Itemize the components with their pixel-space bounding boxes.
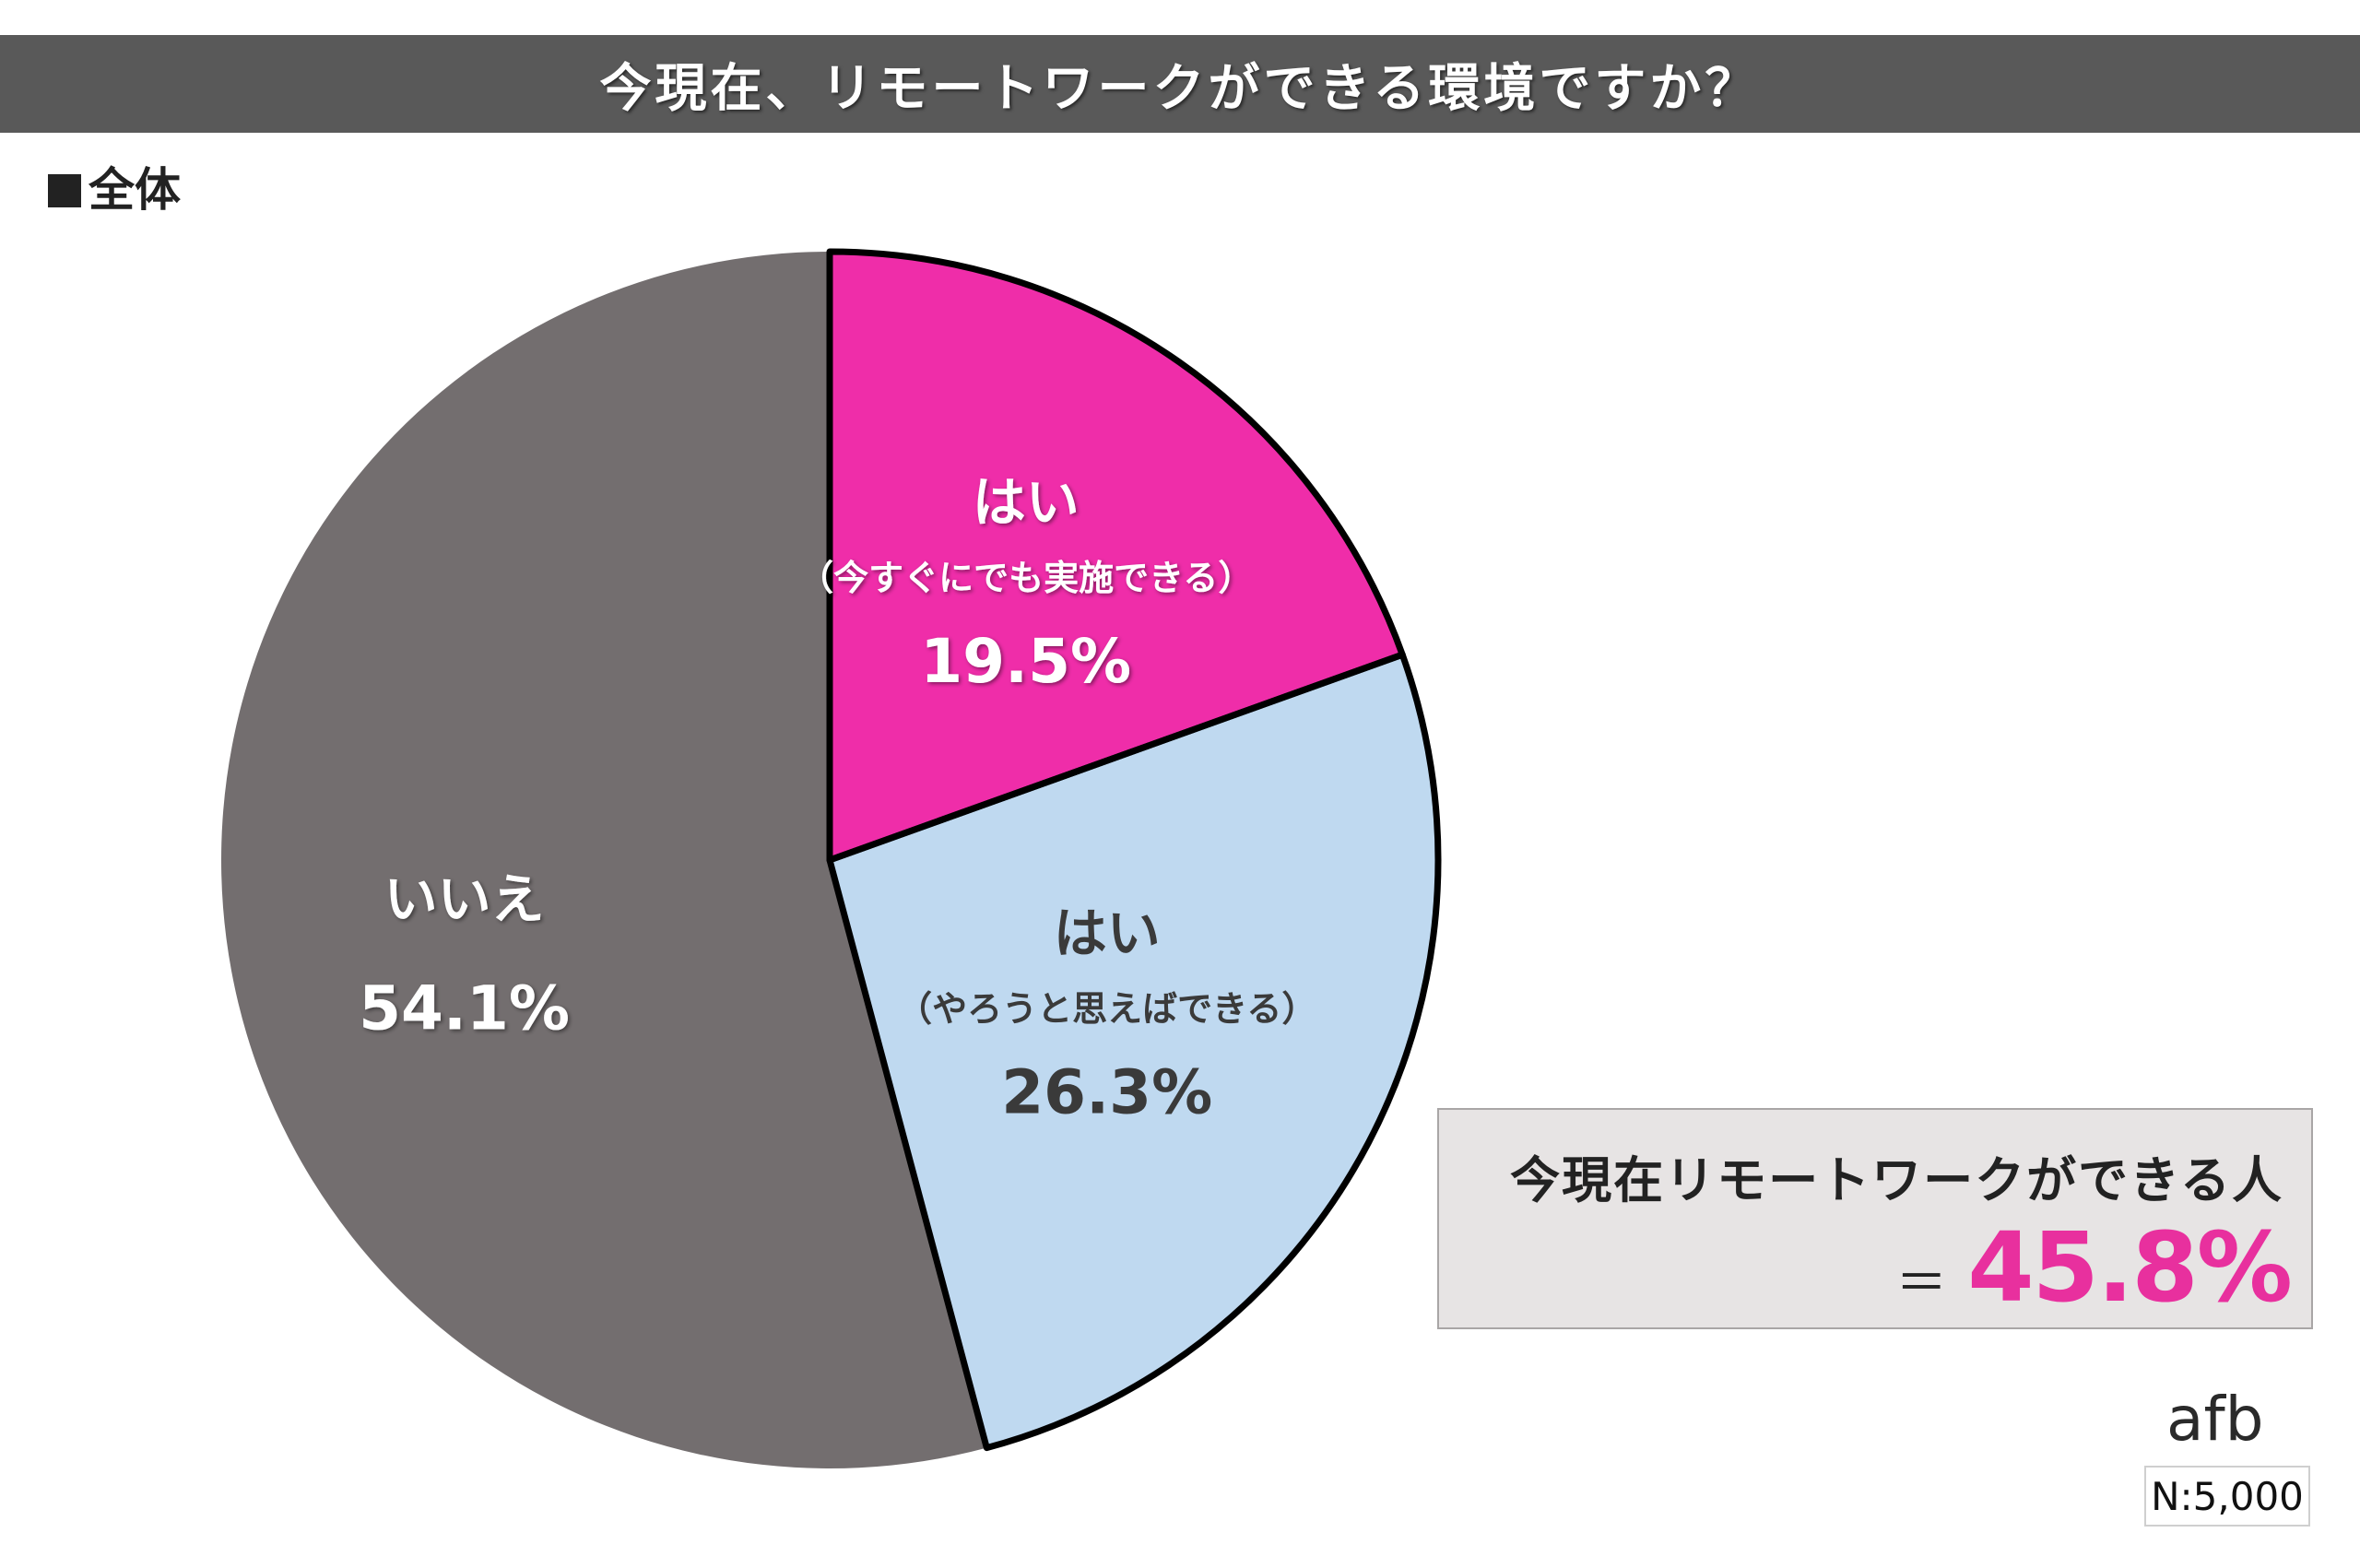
group-label-text: 全体 [88,163,181,217]
sample-size: N:5,000 [2144,1466,2310,1527]
slice-label-3: いいえ [384,868,545,931]
pie-slice-outline-2 [826,651,1442,1452]
slice-value-3: 54.1% [359,973,570,1044]
pie-slice-1 [830,252,1403,860]
square-bullet-icon [48,174,81,207]
summary-value-row: ＝ 45.8% [1895,1211,2293,1324]
slice-sublabel-2: （やろうと思えばできる） [897,989,1316,1030]
summary-box: 今現在リモートワークができる人 ＝ 45.8% [1437,1108,2313,1329]
slice-label-2: はい [1054,902,1161,965]
pie-slice-2 [830,654,1438,1448]
title-bar: 今現在、リモートワークができる環境ですか？ [0,35,2360,133]
slice-label-1: はい [973,471,1080,534]
equals-sign: ＝ [1895,1254,1948,1314]
chart-title: 今現在、リモートワークができる環境ですか？ [599,58,1761,119]
summary-value: 45.8% [1967,1211,2293,1324]
summary-label: 今現在リモートワークができる人 [1510,1151,2283,1209]
pie-slice-outline-1 [826,248,1406,864]
slice-sublabel-1: （今すぐにでも実施できる） [798,558,1253,598]
pie-slice-3 [220,252,987,1468]
slice-value-2: 26.3% [1001,1056,1212,1127]
afb-logo-text: afb [2166,1384,2264,1455]
afb-logo: afb [2166,1384,2264,1455]
group-label: 全体 [48,153,181,219]
slice-value-1: 19.5% [920,626,1131,697]
